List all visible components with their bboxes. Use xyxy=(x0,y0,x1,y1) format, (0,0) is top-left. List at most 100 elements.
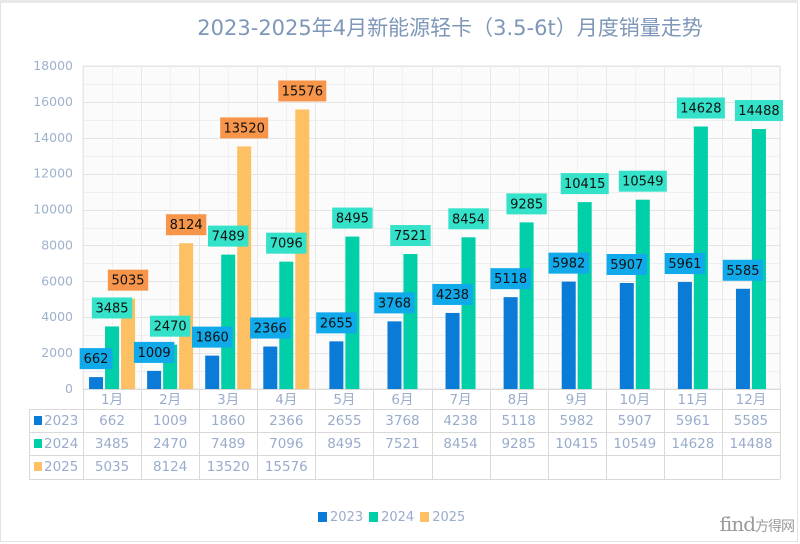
data-label-bg xyxy=(192,326,233,348)
table-cell: 3768 xyxy=(385,413,419,429)
legend-item-2023[interactable]: 2023 xyxy=(318,510,363,525)
data-label-2023: 662 xyxy=(79,348,113,370)
data-label-bg xyxy=(664,253,706,275)
table-cell: 9285 xyxy=(501,436,535,452)
data-label-bg xyxy=(107,269,149,291)
table-cell: 5035 xyxy=(95,459,129,475)
bar-2024 xyxy=(751,129,766,390)
data-label-bg xyxy=(278,80,327,102)
data-label-bg xyxy=(374,292,415,314)
table-cell: 5585 xyxy=(734,413,768,429)
bar-2025 xyxy=(237,146,252,389)
data-label-2025: 13520 xyxy=(220,117,269,139)
data-label-bg xyxy=(432,283,473,305)
data-label-text: 2655 xyxy=(320,316,353,331)
data-label-text: 7521 xyxy=(394,229,427,244)
data-label-2023: 2655 xyxy=(316,312,357,334)
x-tick-label: 6月 xyxy=(391,392,413,408)
bar-2024 xyxy=(221,254,236,389)
legend-item-2024[interactable]: 2024 xyxy=(369,510,414,525)
data-label-2023: 2366 xyxy=(250,317,291,339)
data-labels: 662 1009 1860 2366 2655 3768 4238 5118 5982 5907 5… xyxy=(79,80,783,370)
data-label-2024: 2470 xyxy=(149,315,191,337)
watermark-latin: find xyxy=(719,512,756,536)
data-label-2024: 7489 xyxy=(208,225,249,247)
y-tick-label: 12000 xyxy=(33,166,73,181)
data-label-2025: 8124 xyxy=(165,214,207,236)
data-label-text: 10415 xyxy=(564,177,605,192)
table-cell: 8454 xyxy=(443,436,477,452)
bar-2023 xyxy=(619,283,634,389)
data-label-2023: 4238 xyxy=(432,283,473,305)
data-label-bg xyxy=(266,232,307,254)
data-table: 1月 2月 3月 4月 5月 6月 7月 8月 9月 10月 11月 12月 2023 662 1009 18… xyxy=(29,389,781,480)
table-swatch-2025 xyxy=(34,462,42,471)
data-label-bg xyxy=(506,193,547,215)
data-label-text: 5961 xyxy=(668,257,701,272)
legend-label-2024: 2024 xyxy=(381,510,415,525)
y-tick-label: 6000 xyxy=(41,273,73,288)
legend-label-2023: 2023 xyxy=(330,510,364,525)
data-label-bg xyxy=(618,170,667,192)
data-label-2025: 15576 xyxy=(278,80,327,102)
data-label-text: 8124 xyxy=(170,218,203,233)
y-tick-label: 10000 xyxy=(33,202,73,217)
bars xyxy=(89,109,766,390)
y-tick-label: 0 xyxy=(65,381,73,396)
bar-2023 xyxy=(735,288,750,389)
data-label-2024: 8495 xyxy=(332,207,373,229)
table-cell: 4238 xyxy=(443,413,477,429)
bar-2023 xyxy=(89,377,104,389)
data-label-2024: 10549 xyxy=(618,170,667,192)
x-tick-label: 12月 xyxy=(736,392,767,408)
bar-2023 xyxy=(677,282,692,389)
data-label-2023: 5585 xyxy=(722,259,764,281)
x-tick-label: 3月 xyxy=(217,392,239,408)
table-cell: 14488 xyxy=(729,436,772,452)
data-label-text: 1860 xyxy=(196,331,229,346)
table-cell: 662 xyxy=(99,413,125,429)
data-label-text: 4238 xyxy=(436,288,469,303)
x-tick-label: 7月 xyxy=(449,392,471,408)
table-cell: 7521 xyxy=(385,436,419,452)
data-label-text: 2470 xyxy=(154,320,187,335)
y-axis-ticks: 0 2000 4000 6000 8000 10000 12000 14000 16000 180… xyxy=(33,58,73,396)
data-label-2023: 5907 xyxy=(606,254,647,276)
table-cell: 8124 xyxy=(153,459,187,475)
bar-2024 xyxy=(461,237,476,389)
data-label-bg xyxy=(165,214,207,236)
x-tick-label: 4月 xyxy=(275,392,297,408)
data-label-text: 2366 xyxy=(254,322,287,337)
table-cell: 3485 xyxy=(95,436,129,452)
y-tick-label: 18000 xyxy=(33,58,73,73)
data-label-text: 14488 xyxy=(738,104,779,119)
bar-2023 xyxy=(205,355,220,389)
bar-2024 xyxy=(403,254,418,389)
data-label-2024: 3485 xyxy=(91,297,133,319)
legend-swatch-2025 xyxy=(420,512,430,522)
table-cell: 5982 xyxy=(560,413,594,429)
data-label-text: 662 xyxy=(84,352,109,367)
bar-2023 xyxy=(147,370,162,389)
data-label-text: 9285 xyxy=(510,197,543,212)
data-label-bg xyxy=(149,315,191,337)
table-cell: 10415 xyxy=(555,436,598,452)
data-label-text: 5035 xyxy=(111,274,144,289)
data-label-bg xyxy=(250,317,291,339)
data-label-bg xyxy=(560,173,609,195)
bar-2025 xyxy=(121,298,136,389)
table-cell: 10549 xyxy=(613,436,656,452)
legend: 2023 2024 2025 xyxy=(318,510,465,525)
watermark-cn: 方得网 xyxy=(755,519,795,535)
table-cell: 13520 xyxy=(207,459,250,475)
x-tick-label: 8月 xyxy=(508,392,530,408)
chart-title: 2023-2025年4月新能源轻卡（3.5-6t）月度销量走势 xyxy=(197,16,703,40)
table-swatch-2024 xyxy=(34,439,42,448)
data-label-text: 5907 xyxy=(610,258,643,273)
data-label-2024: 9285 xyxy=(506,193,547,215)
bar-2024 xyxy=(577,202,592,389)
data-label-text: 7096 xyxy=(270,237,303,252)
legend-item-2025[interactable]: 2025 xyxy=(420,510,465,525)
bar-2023 xyxy=(561,281,576,389)
